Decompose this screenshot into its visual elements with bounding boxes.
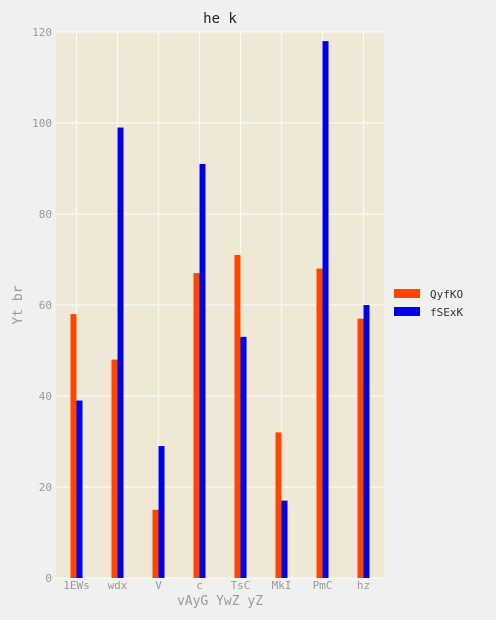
y-tick-label: 40 <box>39 390 52 403</box>
legend-label: QyfKO <box>430 288 463 301</box>
bars <box>70 41 370 579</box>
bar-1 <box>357 318 364 578</box>
bar-1 <box>316 268 323 578</box>
bar-1 <box>152 509 159 578</box>
y-tick-label: 80 <box>39 208 52 221</box>
bar-2 <box>76 400 83 578</box>
legend-swatch <box>394 307 420 316</box>
bar-1 <box>234 254 241 578</box>
bar-1 <box>111 359 118 578</box>
x-tick-label: MkI <box>272 579 292 592</box>
x-tick-label: c <box>196 579 203 592</box>
y-tick-label: 20 <box>39 481 52 494</box>
bar-2 <box>158 446 165 578</box>
bar-2 <box>281 500 288 578</box>
x-tick-label: PmC <box>313 579 333 592</box>
bar-1 <box>275 432 282 578</box>
y-tick-label: 0 <box>45 572 52 585</box>
bar-2 <box>117 127 124 579</box>
bar-1 <box>70 314 77 578</box>
x-tick-label: V <box>155 579 162 592</box>
y-tick-label: 60 <box>39 299 52 312</box>
x-tick-label: 1EWs <box>63 579 90 592</box>
chart-title: he k <box>203 11 237 27</box>
legend-label: fSExK <box>430 306 463 319</box>
bar-1 <box>193 273 200 578</box>
y-tick-labels: 0 20 40 60 80 100 120 <box>32 26 52 585</box>
y-axis-label: Yt br <box>11 285 26 324</box>
y-tick-label: 120 <box>32 26 52 39</box>
bar-2 <box>322 41 329 579</box>
bar-2 <box>240 336 247 578</box>
legend: QyfKO fSExK <box>394 288 463 319</box>
legend-swatch <box>394 289 420 298</box>
x-axis-label: vAyG YwZ yZ <box>177 594 263 609</box>
y-tick-label: 100 <box>32 117 52 130</box>
x-tick-label: TsC <box>231 579 251 592</box>
bar-2 <box>363 305 370 578</box>
x-tick-label: wdx <box>108 579 128 592</box>
x-tick-label: hz <box>357 579 370 592</box>
bar-2 <box>199 163 206 578</box>
